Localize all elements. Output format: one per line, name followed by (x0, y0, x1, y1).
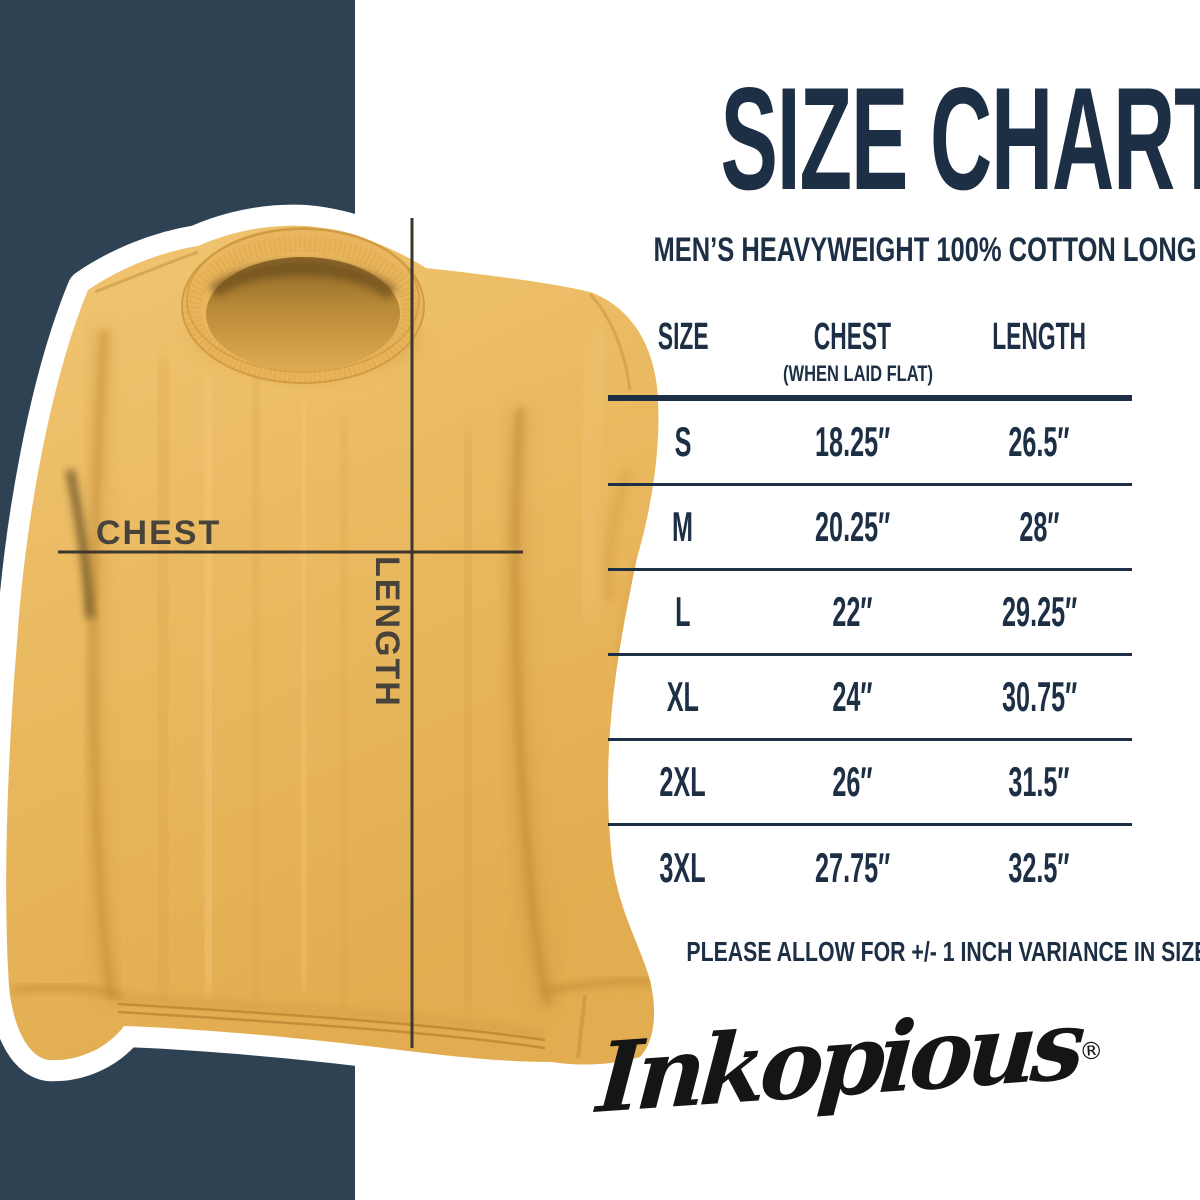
length-cell: 32.5″ (1008, 844, 1070, 892)
chest-cell: 24″ (832, 672, 873, 720)
collar (181, 227, 425, 384)
variance-note: PLEASE ALLOW FOR +/- 1 INCH VARIANCE IN … (686, 936, 1200, 967)
size-cell: XL (666, 672, 700, 720)
chest-measure-label: CHEST (96, 514, 222, 552)
registered-trademark-symbol: ® (1078, 1036, 1105, 1066)
size-cell: M (672, 502, 694, 550)
table-row: S 18.25″ 26.5″ (608, 401, 1132, 486)
page-title-text: SIZE CHART (720, 57, 1200, 220)
length-cell: 29.25″ (1001, 587, 1077, 635)
table-row: XL 24″ 30.75″ (608, 656, 1132, 741)
page-subtitle: MEN’S HEAVYWEIGHT 100% COTTON LONG SLEEV… (545, 231, 1200, 270)
chest-cell: 18.25″ (814, 417, 890, 465)
chest-cell: 20.25″ (814, 502, 890, 550)
page-subtitle-text: MEN’S HEAVYWEIGHT 100% COTTON LONG SLEEV… (653, 231, 1200, 269)
size-cell: S (674, 417, 692, 465)
chest-cell: 22″ (832, 587, 873, 635)
length-cell: 26.5″ (1008, 417, 1070, 465)
page-title: SIZE CHART (545, 66, 1200, 212)
size-cell: L (675, 587, 691, 635)
size-cell: 3XL (659, 844, 707, 892)
shirt-photo (6, 218, 658, 1065)
size-table: SIZE CHEST (WHEN LAID FLAT) LENGTH S 18.… (608, 306, 1132, 911)
chest-cell: 26″ (832, 757, 873, 805)
chest-cell: 27.75″ (814, 844, 890, 892)
table-row: M 20.25″ 28″ (608, 486, 1132, 571)
table-header: SIZE CHEST (WHEN LAID FLAT) LENGTH (608, 306, 1132, 401)
length-cell: 30.75″ (1001, 672, 1077, 720)
column-header-size: SIZE (657, 316, 709, 358)
column-header-length: LENGTH (992, 316, 1087, 358)
column-header-chest: CHEST (WHEN LAID FLAT) (758, 316, 947, 387)
length-measure-label: LENGTH (368, 556, 406, 708)
table-row: 2XL 26″ 31.5″ (608, 741, 1132, 826)
size-cell: 2XL (659, 757, 707, 805)
length-cell: 31.5″ (1008, 757, 1070, 805)
column-subheader-chest: (WHEN LAID FLAT) (782, 360, 933, 386)
length-cell: 28″ (1019, 502, 1060, 550)
table-row: 3XL 27.75″ 32.5″ (608, 826, 1132, 911)
table-row: L 22″ 29.25″ (608, 571, 1132, 656)
